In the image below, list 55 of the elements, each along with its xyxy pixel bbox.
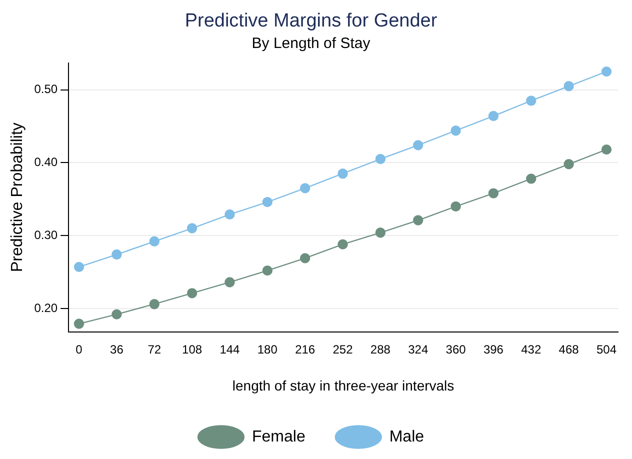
point [488,110,499,122]
point [375,228,386,238]
y-axis-title: Predictive Probability [9,122,26,272]
point [300,183,310,194]
x-tick-label: 180 [257,342,278,356]
point [186,288,198,298]
point [186,223,198,234]
y-tick-label: 0.30 [34,228,58,242]
point [149,299,160,310]
x-tick-label: 252 [332,342,354,356]
x-tick-label: 504 [596,342,617,356]
chart-subtitle: By Length of Stay [252,34,371,52]
point [526,96,536,106]
point [338,239,348,250]
x-tick-label: 72 [148,342,162,356]
y-tick-label: 0.20 [34,300,58,315]
point [488,188,499,198]
x-tick-label: 108 [182,342,202,356]
x-tick-label: 324 [408,342,428,356]
point [112,249,122,260]
point [413,215,424,226]
point [450,125,461,136]
y-tick-label: 0.40 [34,154,58,169]
x-tick-label: 144 [220,342,240,356]
point [338,168,348,179]
point [450,201,461,212]
x-tick-label: 360 [446,342,466,356]
legend-label: Female [252,428,306,446]
x-tick-label: 216 [295,342,316,356]
point [300,253,310,264]
legend-label: Male [389,428,424,446]
point [149,236,160,247]
point [526,174,536,184]
point [262,196,272,208]
x-tick-label: 0 [76,342,83,356]
point [601,144,612,155]
x-tick-label: 432 [521,342,542,356]
x-tick-label: 396 [483,342,504,356]
x-axis-title: length of stay in three-year intervals [232,377,454,394]
point [564,159,574,170]
point [564,81,574,92]
chart-title: Predictive Margins for Gender [184,10,438,32]
point [413,140,424,150]
point [224,277,235,288]
point [601,66,612,77]
point [74,262,84,272]
x-tick-label: 288 [370,342,391,356]
point [74,318,84,329]
point [375,154,386,164]
x-tick-label: 468 [558,342,580,356]
x-tick-label: 36 [110,342,124,356]
point [262,265,272,276]
point [224,209,235,220]
point [112,309,122,320]
y-tick-label: 0.50 [34,82,58,96]
